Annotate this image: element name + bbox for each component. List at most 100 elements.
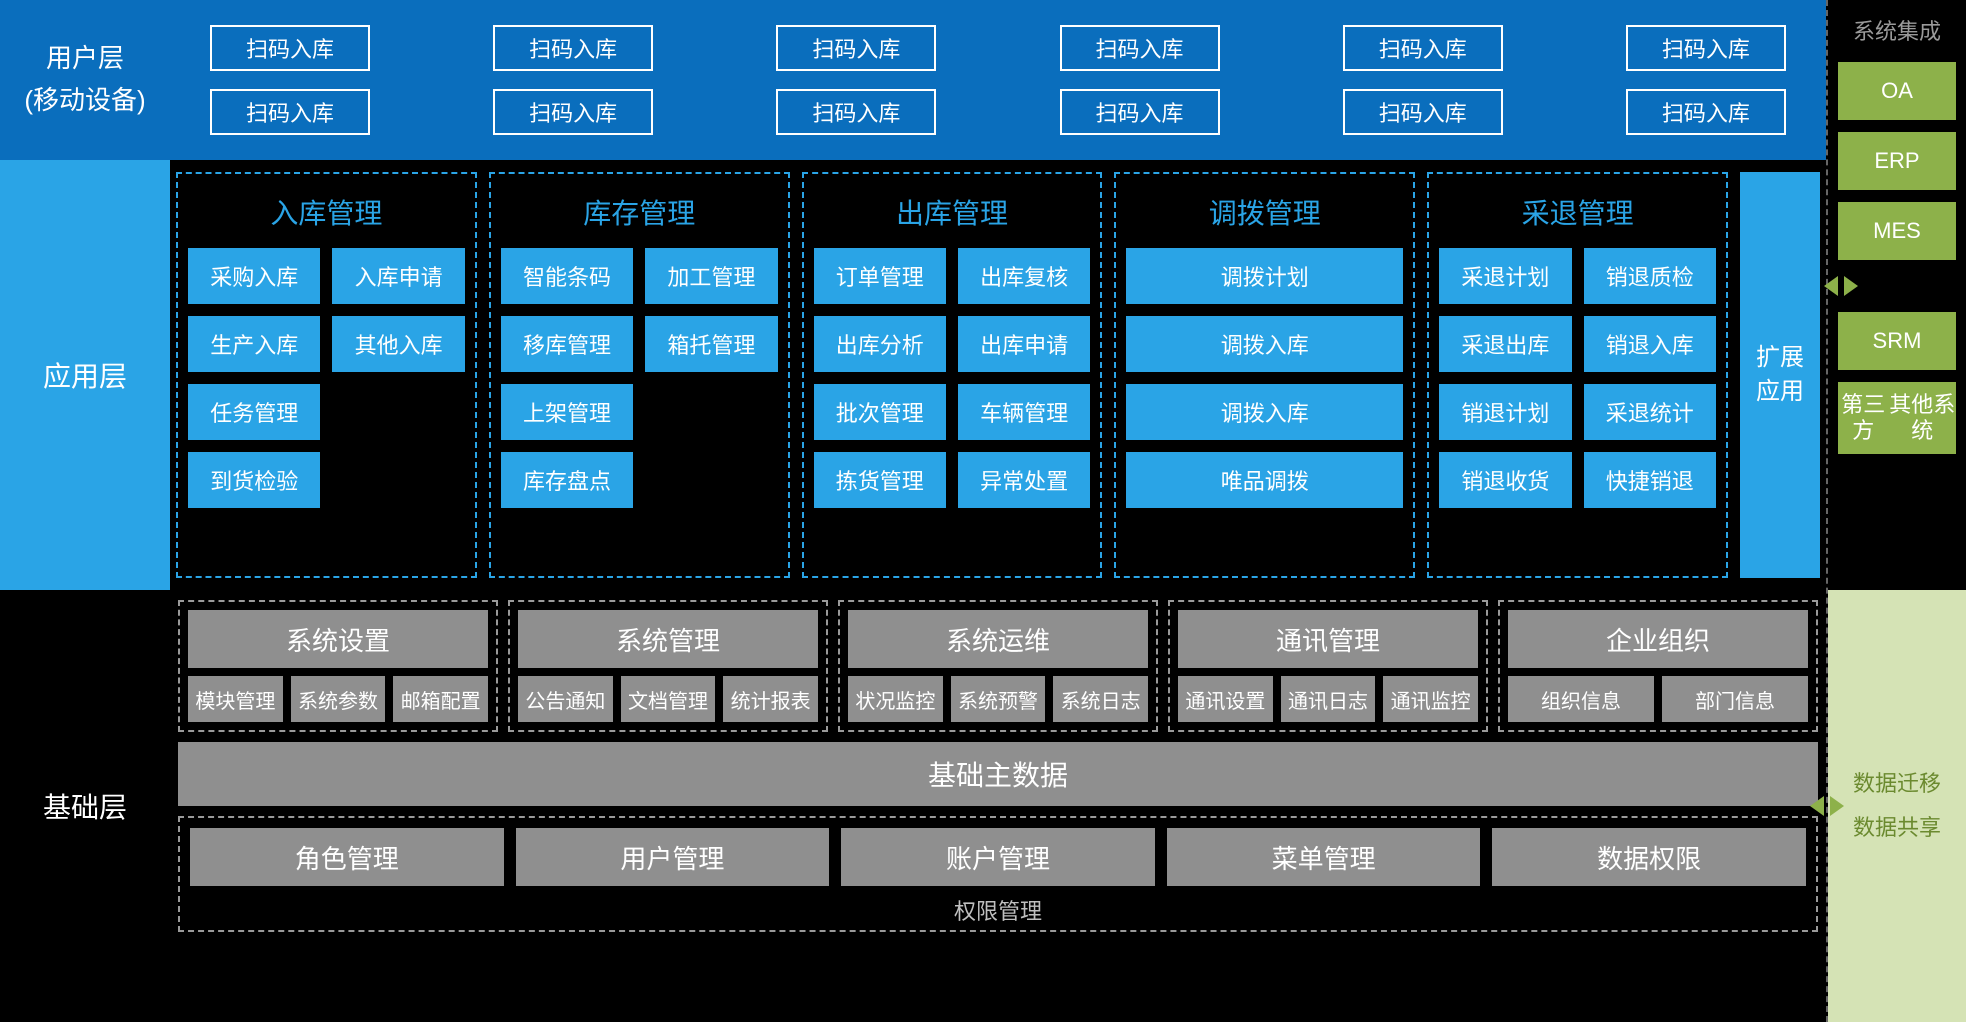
permission-item: 角色管理	[190, 828, 504, 886]
scan-box: 扫码入库	[1060, 89, 1220, 135]
base-group-item: 统计报表	[723, 676, 818, 722]
module-cell: 唯品调拨	[1126, 452, 1403, 508]
base-group-items: 状况监控系统预警系统日志	[848, 676, 1148, 722]
base-group-title: 通讯管理	[1178, 610, 1478, 668]
base-groups-row: 系统设置模块管理系统参数邮箱配置系统管理公告通知文档管理统计报表系统运维状况监控…	[178, 600, 1818, 732]
module-cell: 异常处置	[958, 452, 1090, 508]
arrow-wrap	[1824, 272, 1942, 300]
scan-box: 扫码入库	[493, 25, 653, 71]
module-cell: 生产入库	[188, 316, 320, 372]
base-layer-title: 基础层	[43, 786, 127, 826]
module-cell: 采退出库	[1439, 316, 1571, 372]
module-grid: 调拨计划调拨入库调拨入库唯品调拨	[1126, 248, 1403, 508]
permission-title: 权限管理	[190, 894, 1806, 930]
module-cell: 移库管理	[501, 316, 633, 372]
module-cell: 出库分析	[814, 316, 946, 372]
scan-box: 扫码入库	[1060, 25, 1220, 71]
module-cell: 智能条码	[501, 248, 633, 304]
module-title: 调拨管理	[1126, 184, 1403, 240]
main-column: 用户层 (移动设备) 扫码入库扫码入库扫码入库扫码入库扫码入库扫码入库 扫码入库…	[0, 0, 1826, 1022]
module-cell: 上架管理	[501, 384, 633, 440]
side-bottom-text-1: 数据迁移	[1853, 762, 1941, 806]
integration-box: SRM	[1838, 312, 1956, 370]
scan-box: 扫码入库	[1626, 25, 1786, 71]
side-bottom: 数据迁移 数据共享	[1828, 590, 1966, 1022]
base-group-item: 模块管理	[188, 676, 283, 722]
module-cell: 销退入库	[1584, 316, 1716, 372]
base-layer: 基础层 系统设置模块管理系统参数邮箱配置系统管理公告通知文档管理统计报表系统运维…	[0, 590, 1826, 1022]
permission-items: 角色管理用户管理账户管理菜单管理数据权限	[190, 828, 1806, 886]
module-title: 出库管理	[814, 184, 1091, 240]
scan-row: 扫码入库扫码入库扫码入库扫码入库扫码入库扫码入库	[210, 89, 1786, 135]
module-title: 库存管理	[501, 184, 778, 240]
extension-app: 扩展应用	[1740, 172, 1820, 578]
module-cell: 车辆管理	[958, 384, 1090, 440]
base-group: 企业组织组织信息部门信息	[1498, 600, 1818, 732]
double-arrow-icon	[1810, 796, 1844, 816]
scan-box: 扫码入库	[1343, 25, 1503, 71]
base-group-item: 通讯监控	[1383, 676, 1478, 722]
side-column: 系统集成 OAERPMESSRM第三方其他系统 数据迁移 数据共享	[1826, 0, 1966, 1022]
module: 库存管理智能条码加工管理移库管理箱托管理上架管理库存盘点	[489, 172, 790, 578]
permission-item: 账户管理	[841, 828, 1155, 886]
permission-item: 数据权限	[1492, 828, 1806, 886]
extension-wrap: 扩展应用	[1740, 172, 1820, 578]
base-group-item: 状况监控	[848, 676, 943, 722]
scan-box: 扫码入库	[210, 89, 370, 135]
module-cell: 销退质检	[1584, 248, 1716, 304]
double-arrow-icon	[1824, 276, 1858, 296]
user-layer-body: 扫码入库扫码入库扫码入库扫码入库扫码入库扫码入库 扫码入库扫码入库扫码入库扫码入…	[170, 0, 1826, 160]
module-cell: 调拨入库	[1126, 384, 1403, 440]
base-group-item: 邮箱配置	[393, 676, 488, 722]
base-group: 系统设置模块管理系统参数邮箱配置	[178, 600, 498, 732]
base-group-items: 模块管理系统参数邮箱配置	[188, 676, 488, 722]
module-cell: 库存盘点	[501, 452, 633, 508]
base-group-items: 组织信息部门信息	[1508, 676, 1808, 722]
module-cell: 批次管理	[814, 384, 946, 440]
integration-box: MES	[1838, 202, 1956, 260]
integration-box: 第三方其他系统	[1838, 382, 1956, 454]
integration-box: ERP	[1838, 132, 1956, 190]
base-group-title: 系统运维	[848, 610, 1148, 668]
app-layer-label: 应用层	[0, 160, 170, 590]
scan-box: 扫码入库	[776, 25, 936, 71]
module: 入库管理采购入库入库申请生产入库其他入库任务管理到货检验	[176, 172, 477, 578]
base-group-title: 系统管理	[518, 610, 818, 668]
permission-group: 角色管理用户管理账户管理菜单管理数据权限 权限管理	[178, 816, 1818, 932]
base-group-title: 企业组织	[1508, 610, 1808, 668]
scan-box: 扫码入库	[1343, 89, 1503, 135]
base-group: 系统运维状况监控系统预警系统日志	[838, 600, 1158, 732]
module-cell: 调拨入库	[1126, 316, 1403, 372]
user-layer: 用户层 (移动设备) 扫码入库扫码入库扫码入库扫码入库扫码入库扫码入库 扫码入库…	[0, 0, 1826, 160]
side-bottom-text-2: 数据共享	[1853, 806, 1941, 850]
base-group-items: 通讯设置通讯日志通讯监控	[1178, 676, 1478, 722]
scan-box: 扫码入库	[493, 89, 653, 135]
module-cell: 出库复核	[958, 248, 1090, 304]
module-cell: 出库申请	[958, 316, 1090, 372]
module-cell: 采退统计	[1584, 384, 1716, 440]
user-layer-subtitle: (移动设备)	[24, 80, 145, 122]
permission-item: 用户管理	[516, 828, 830, 886]
permission-item: 菜单管理	[1167, 828, 1481, 886]
module: 调拨管理调拨计划调拨入库调拨入库唯品调拨	[1114, 172, 1415, 578]
module-grid: 订单管理出库复核出库分析出库申请批次管理车辆管理拣货管理异常处置	[814, 248, 1091, 508]
base-layer-body: 系统设置模块管理系统参数邮箱配置系统管理公告通知文档管理统计报表系统运维状况监控…	[170, 590, 1826, 1022]
base-group-item: 公告通知	[518, 676, 613, 722]
integration-box: OA	[1838, 62, 1956, 120]
base-group-item: 组织信息	[1508, 676, 1654, 722]
base-group-item: 通讯设置	[1178, 676, 1273, 722]
base-group-item: 文档管理	[621, 676, 716, 722]
module-cell: 采退计划	[1439, 248, 1571, 304]
base-group-items: 公告通知文档管理统计报表	[518, 676, 818, 722]
module-grid: 智能条码加工管理移库管理箱托管理上架管理库存盘点	[501, 248, 778, 508]
app-layer: 应用层 入库管理采购入库入库申请生产入库其他入库任务管理到货检验库存管理智能条码…	[0, 160, 1826, 590]
scan-box: 扫码入库	[210, 25, 370, 71]
module-cell: 销退计划	[1439, 384, 1571, 440]
module-grid: 采退计划销退质检采退出库销退入库销退计划采退统计销退收货快捷销退	[1439, 248, 1716, 508]
module-cell: 调拨计划	[1126, 248, 1403, 304]
user-layer-title: 用户层	[46, 38, 124, 80]
module-cell: 其他入库	[332, 316, 464, 372]
module-cell: 任务管理	[188, 384, 320, 440]
module-cell: 箱托管理	[645, 316, 777, 372]
base-group: 系统管理公告通知文档管理统计报表	[508, 600, 828, 732]
